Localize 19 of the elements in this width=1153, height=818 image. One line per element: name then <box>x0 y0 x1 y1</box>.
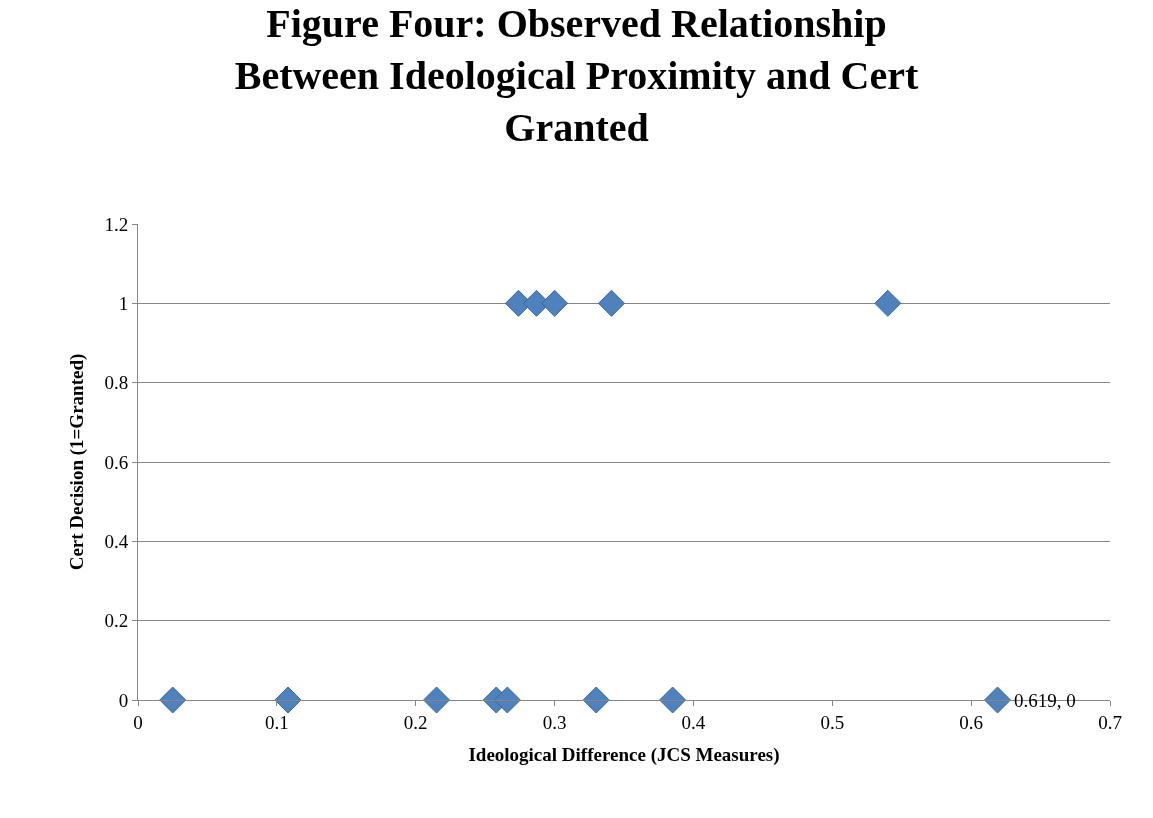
y-tick-label: 0 <box>118 689 129 711</box>
x-axis-title: Ideological Difference (JCS Measures) <box>468 743 780 766</box>
x-tick-label: 0.3 <box>542 711 567 733</box>
y-axis-title: Cert Decision (1=Granted) <box>66 353 89 571</box>
x-tick-label: 0.6 <box>959 711 984 733</box>
y-tick-label: 1 <box>118 292 129 314</box>
y-tick-label: 0.4 <box>104 530 129 552</box>
x-tick-label: 0.2 <box>403 711 428 733</box>
y-tick-label: 1.2 <box>104 213 129 235</box>
x-tick-label: 0.1 <box>264 711 289 733</box>
y-tick-label: 0.6 <box>104 451 129 473</box>
x-tick-label: 0 <box>133 711 143 733</box>
annotation: 0.619, 0 <box>1014 690 1076 711</box>
x-tick-label: 0.5 <box>820 711 845 733</box>
y-tick-label: 0.8 <box>104 372 129 394</box>
y-tick-label: 0.2 <box>104 610 129 632</box>
x-tick-label: 0.7 <box>1098 711 1122 733</box>
chart-title: Figure Four: Observed Relationship Between Ideological Proximity and Cert Granted <box>234 0 919 150</box>
x-tick-label: 0.4 <box>681 711 706 733</box>
